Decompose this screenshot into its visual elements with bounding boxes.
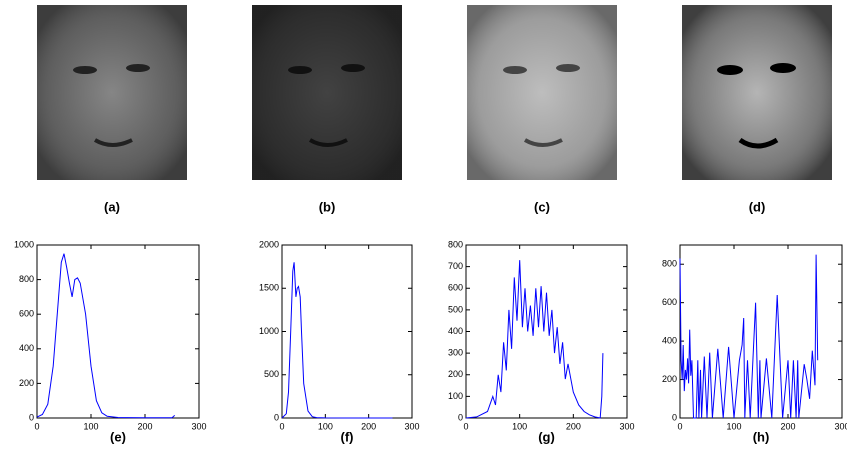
x-tick-label: 200: [137, 421, 152, 431]
y-tick-label: 800: [19, 274, 34, 284]
y-tick-label: 400: [19, 343, 34, 353]
y-tick-label: 200: [662, 374, 677, 384]
x-tick-label: 300: [834, 421, 847, 431]
image-caption: (b): [319, 199, 336, 214]
x-tick-label: 0: [463, 421, 468, 431]
face-image-d: [682, 5, 832, 180]
y-tick-label: 700: [448, 261, 463, 271]
y-tick-label: 800: [448, 239, 463, 249]
y-tick-label: 200: [19, 378, 34, 388]
image-caption: (c): [534, 199, 550, 214]
x-tick-label: 100: [83, 421, 98, 431]
x-tick-label: 0: [279, 421, 284, 431]
x-tick-label: 300: [191, 421, 206, 431]
y-tick-label: 600: [448, 283, 463, 293]
x-tick-label: 100: [318, 421, 333, 431]
y-tick-label: 400: [662, 335, 677, 345]
axes-box: [36, 244, 200, 419]
x-tick-label: 100: [726, 421, 741, 431]
y-tick-label: 300: [448, 348, 463, 358]
y-tick-label: 1000: [14, 239, 34, 249]
y-tick-label: 0: [672, 412, 677, 422]
y-tick-label: 1500: [259, 283, 279, 293]
y-tick-label: 2000: [259, 239, 279, 249]
x-axis-label: (h): [753, 429, 770, 444]
face-image-c: [467, 5, 617, 180]
x-tick-label: 300: [619, 421, 634, 431]
y-tick-label: 600: [19, 309, 34, 319]
y-tick-label: 1000: [259, 326, 279, 336]
y-tick-label: 600: [662, 297, 677, 307]
x-tick-label: 100: [512, 421, 527, 431]
y-tick-label: 500: [264, 369, 279, 379]
histogram-line: [679, 254, 819, 419]
y-tick-label: 500: [448, 304, 463, 314]
y-tick-label: 400: [448, 326, 463, 336]
y-tick-label: 800: [662, 259, 677, 269]
y-tick-label: 0: [29, 412, 34, 422]
y-tick-label: 200: [448, 369, 463, 379]
x-tick-label: 300: [404, 421, 419, 431]
histogram-line: [36, 253, 176, 419]
y-tick-label: 100: [448, 391, 463, 401]
x-tick-label: 200: [361, 421, 376, 431]
y-tick-label: 0: [458, 412, 463, 422]
face-image-b: [252, 5, 402, 180]
face-image-a: [37, 5, 187, 180]
axes-box: [465, 244, 628, 419]
x-axis-label: (g): [538, 429, 555, 444]
histogram-line: [465, 260, 604, 419]
x-tick-label: 200: [566, 421, 581, 431]
histogram-line: [281, 262, 393, 419]
x-tick-label: 0: [677, 421, 682, 431]
image-caption: (a): [104, 199, 120, 214]
x-tick-label: 0: [34, 421, 39, 431]
x-axis-label: (f): [341, 429, 354, 444]
x-tick-label: 200: [780, 421, 795, 431]
x-axis-label: (e): [110, 429, 126, 444]
y-tick-label: 0: [274, 412, 279, 422]
image-caption: (d): [749, 199, 766, 214]
